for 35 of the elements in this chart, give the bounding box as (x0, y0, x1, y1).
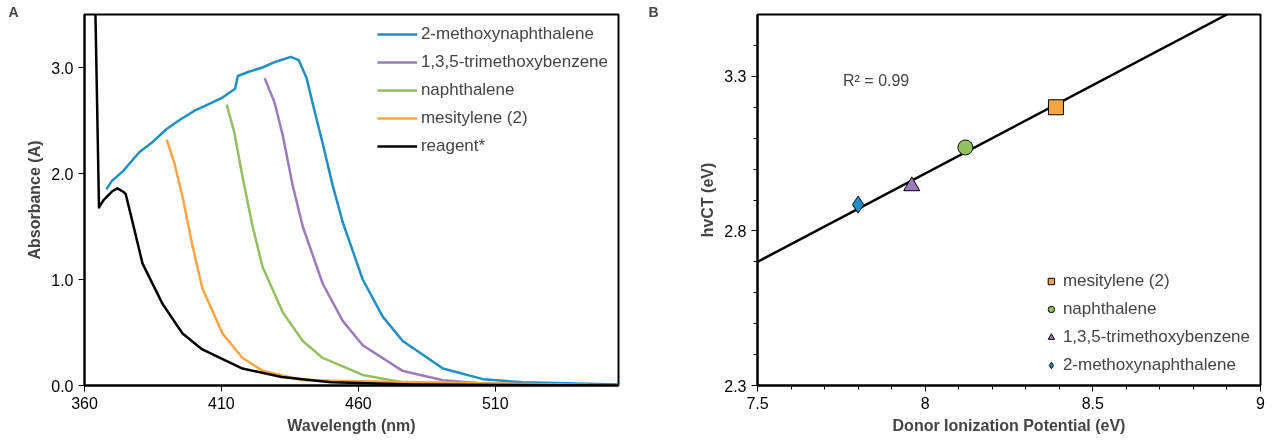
legend-label: 1,3,5-trimethoxybenzene (1062, 327, 1250, 347)
x-tick-label: 9 (1256, 394, 1266, 412)
legend-label: 2-methoxynaphthalene (1062, 355, 1236, 375)
point (957, 139, 974, 156)
y-tick-label: 2.0 (51, 165, 74, 183)
chart-title: B (648, 3, 659, 20)
y-axis-title: Absorbance (A) (26, 140, 44, 260)
x-tick-label: 510 (481, 394, 509, 412)
legend-label: naphthalene (420, 80, 515, 100)
chart-title: A (8, 3, 19, 20)
legend-label: naphthalene (1062, 299, 1157, 319)
legend-label: mesitylene (2) (1062, 271, 1170, 291)
y-axis-title: hvCT (eV) (699, 162, 717, 238)
y-tick-label: 3.0 (51, 59, 74, 77)
x-tick-label: 8 (920, 394, 930, 412)
x-tick-label: 7.5 (746, 394, 769, 412)
y-tick-label: 0.0 (51, 377, 74, 395)
x-tick-label: 460 (345, 394, 372, 412)
point (851, 195, 865, 214)
x-tick-label: 410 (208, 394, 235, 412)
y-tick-label: 2.8 (724, 222, 747, 240)
x-tick-label: 8.5 (1081, 394, 1105, 412)
legend-label: mesitylene (2) (420, 108, 528, 128)
y-tick-label: 2.3 (724, 377, 747, 395)
point (903, 176, 921, 192)
x-axis-title: Wavelength (nm) (287, 416, 416, 434)
legend-label: 2-methoxynaphthalene (420, 24, 594, 44)
legend-label: 1,3,5-trimethoxybenzene (420, 52, 608, 72)
point (1047, 99, 1064, 116)
y-tick-label: 3.3 (724, 68, 747, 86)
legend-label: reagent* (420, 136, 486, 156)
x-axis-title: Donor Ionization Potential (eV) (892, 416, 1126, 434)
y-tick-label: 1.0 (51, 271, 74, 289)
annotation: R² = 0.99 (843, 71, 910, 89)
x-tick-label: 360 (71, 394, 98, 412)
